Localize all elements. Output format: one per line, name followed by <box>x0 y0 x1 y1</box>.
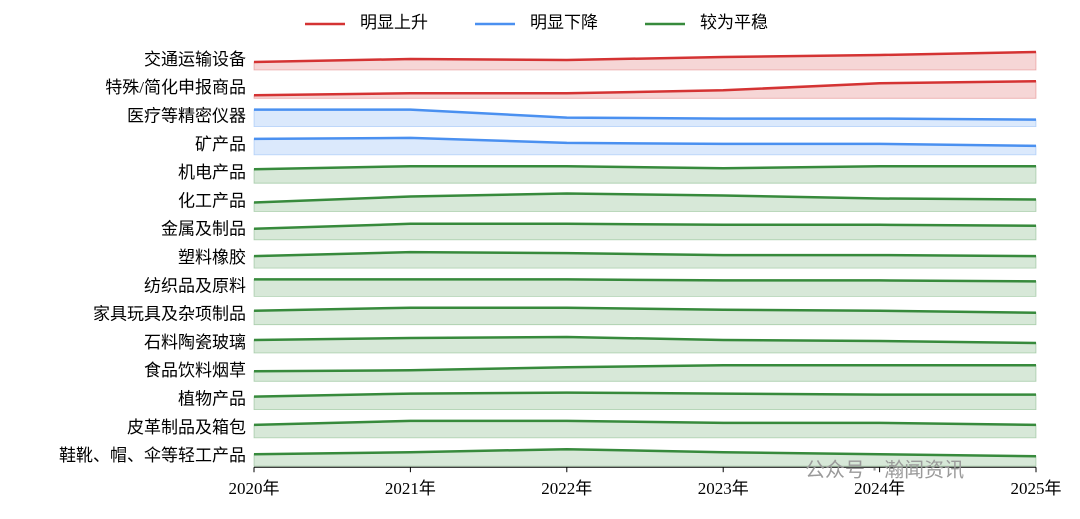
ridge-line <box>253 50 1037 64</box>
ridge-line <box>253 306 1037 314</box>
ridge-line <box>253 250 1037 258</box>
x-tick-label: 2025年 <box>1011 479 1062 498</box>
ridge-line <box>254 108 1037 121</box>
ridge-line <box>253 447 1037 458</box>
row-label: 机电产品 <box>178 163 246 182</box>
ridge-area <box>253 278 1037 297</box>
row-label: 塑料橡胶 <box>178 248 246 267</box>
ridge-line <box>253 164 1036 171</box>
ridge-line <box>253 364 1036 373</box>
ridge-line <box>253 136 1037 148</box>
ridge-area <box>253 165 1037 184</box>
ridge-line <box>253 192 1037 204</box>
row-label: 特殊/简化申报商品 <box>105 78 246 97</box>
row-label: 皮革制品及箱包 <box>127 418 246 437</box>
watermark: 公众号 · 瀚闻资讯 <box>805 458 964 482</box>
row-label: 化工产品 <box>178 191 246 210</box>
legend-label: 明显上升 <box>360 13 428 32</box>
row-label: 鞋靴、帽、伞等轻工产品 <box>59 446 246 465</box>
row-label: 金属及制品 <box>161 220 246 239</box>
ridge-line <box>253 419 1037 427</box>
row-label: 纺织品及原料 <box>144 276 246 295</box>
row-label: 矿产品 <box>195 135 246 154</box>
row-label: 食品饮料烟草 <box>144 361 246 380</box>
row-label: 家具玩具及杂项制品 <box>93 305 246 324</box>
ridge-line <box>253 391 1036 398</box>
row-label: 交通运输设备 <box>144 50 246 69</box>
legend-label: 较为平稳 <box>700 13 768 32</box>
ridge-line <box>254 278 1037 283</box>
legend-label: 明显下降 <box>530 13 598 32</box>
ridge-line <box>253 80 1037 97</box>
ridge-area <box>253 364 1037 382</box>
ridge-area <box>253 193 1037 212</box>
row-label: 石料陶瓷玻璃 <box>144 333 246 352</box>
row-label: 植物产品 <box>178 390 246 409</box>
x-tick-label: 2020年 <box>229 479 280 498</box>
x-tick-label: 2021年 <box>385 479 436 498</box>
x-tick-label: 2022年 <box>541 479 592 498</box>
x-tick-label: 2023年 <box>698 479 749 498</box>
ridge-line <box>253 335 1037 345</box>
x-tick-label: 2024年 <box>854 479 905 498</box>
ridge-line <box>253 222 1037 231</box>
ridge-area <box>253 137 1037 156</box>
row-label: 医疗等精密仪器 <box>127 107 246 126</box>
